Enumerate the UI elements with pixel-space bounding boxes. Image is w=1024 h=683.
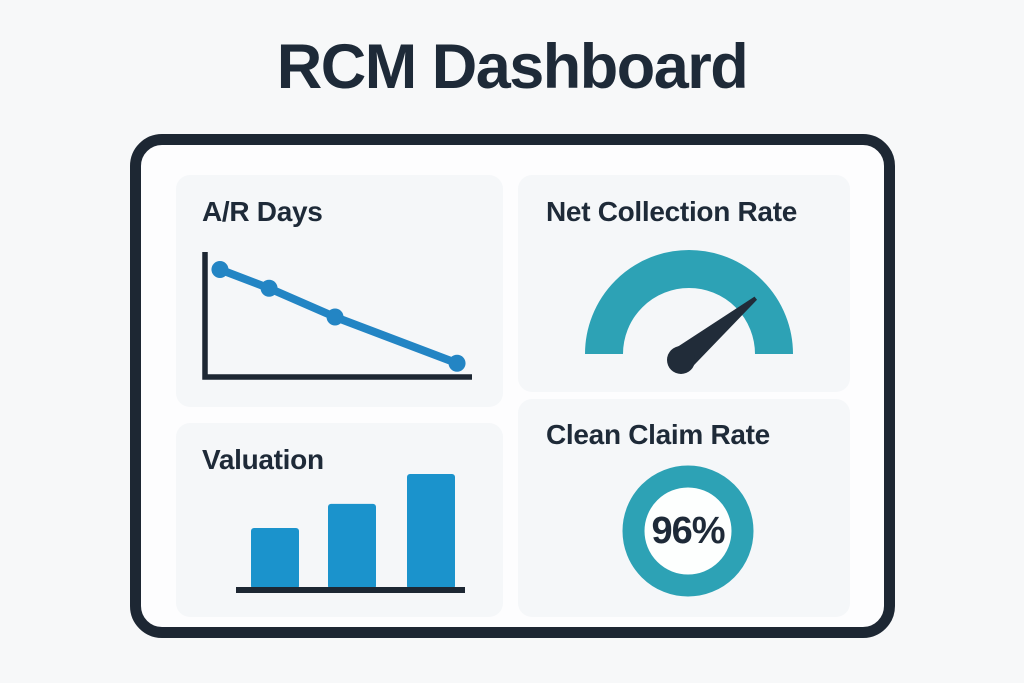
clean-claim-rate-value: 96% bbox=[651, 510, 725, 552]
panel-clean-claim-rate: Clean Claim Rate 96% bbox=[518, 399, 850, 617]
page-title: RCM Dashboard bbox=[276, 32, 749, 102]
clean-claim-rate-donut bbox=[622, 465, 754, 597]
panel-title-ar-days: A/R Days bbox=[202, 196, 323, 227]
panel-valuation: Valuation bbox=[176, 423, 503, 617]
panel-title-valuation: Valuation bbox=[202, 444, 324, 475]
panel-title-clean-claim-rate: Clean Claim Rate bbox=[546, 419, 770, 450]
valuation-bar-chart bbox=[236, 474, 465, 593]
ar-days-line-chart bbox=[202, 252, 472, 380]
net-collection-rate-gauge bbox=[585, 250, 793, 374]
panel-net-collection-rate: Net Collection Rate bbox=[518, 175, 850, 392]
dashboard-card: A/R Days Net Collection Rate Valuation C… bbox=[130, 134, 895, 638]
panel-title-net-collection-rate: Net Collection Rate bbox=[546, 196, 798, 227]
panel-ar-days: A/R Days bbox=[176, 175, 503, 407]
